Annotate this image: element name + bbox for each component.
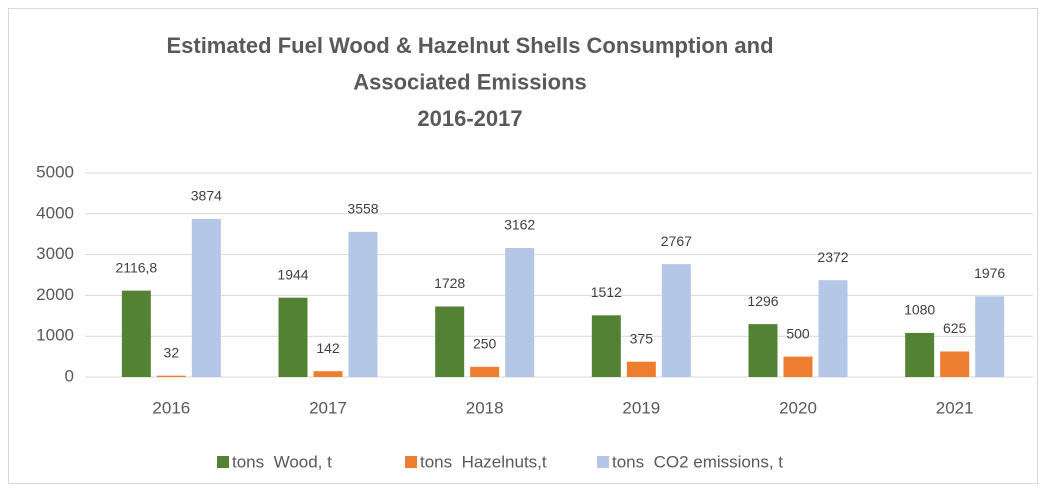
data-label: 2116,8	[115, 259, 157, 275]
bar	[626, 361, 656, 377]
data-label: 250	[473, 336, 497, 352]
x-tick-label: 2020	[779, 398, 817, 417]
data-label: 3874	[191, 188, 222, 204]
data-label: 1944	[277, 266, 308, 282]
chart-title: Estimated Fuel Wood & Hazelnut Shells Co…	[166, 33, 773, 58]
data-label: 1080	[904, 302, 935, 318]
bar	[505, 247, 535, 377]
y-tick-label: 1000	[36, 326, 74, 345]
bar	[435, 306, 465, 377]
y-tick-label: 3000	[36, 244, 74, 263]
data-label: 1728	[434, 275, 465, 291]
bar	[191, 218, 221, 377]
x-tick-label: 2017	[309, 398, 347, 417]
y-tick-label: 2000	[36, 285, 74, 304]
data-label: 3558	[347, 201, 378, 217]
bar	[278, 297, 308, 377]
data-label: 2767	[661, 233, 692, 249]
legend-label: tons Wood, t	[232, 452, 332, 471]
data-label: 1512	[591, 284, 622, 300]
data-label: 500	[786, 325, 810, 341]
bar	[313, 371, 343, 377]
x-tick-label: 2019	[622, 398, 660, 417]
bar	[348, 231, 378, 377]
y-tick-label: 5000	[36, 162, 74, 181]
legend-swatch	[597, 456, 609, 468]
data-label: 2372	[817, 249, 848, 265]
y-tick-label: 0	[65, 366, 74, 385]
x-tick-label: 2016	[152, 398, 190, 417]
bar	[748, 324, 778, 377]
bar	[818, 280, 848, 377]
bar	[156, 375, 186, 377]
data-label: 1976	[974, 265, 1005, 281]
bar	[905, 332, 935, 377]
chart-border	[8, 8, 1038, 484]
y-tick-label: 4000	[36, 203, 74, 222]
chart-title: Associated Emissions	[353, 69, 587, 94]
data-label: 3162	[504, 217, 535, 233]
legend-label: tons CO2 emissions, t	[612, 452, 783, 471]
bar	[940, 351, 970, 377]
legend-swatch	[217, 456, 229, 468]
bar	[470, 366, 500, 377]
chart-title: 2016-2017	[417, 106, 522, 131]
legend-swatch	[405, 456, 417, 468]
bar	[661, 264, 691, 377]
x-tick-label: 2021	[936, 398, 974, 417]
bar	[591, 315, 621, 377]
legend-label: tons Hazelnuts,t	[420, 452, 547, 471]
data-label: 375	[630, 330, 654, 346]
bar	[783, 356, 813, 377]
data-label: 1296	[747, 293, 778, 309]
data-label: 625	[943, 320, 967, 336]
data-label: 32	[164, 344, 180, 360]
data-label: 142	[316, 340, 340, 356]
bar	[975, 296, 1005, 377]
bar	[121, 290, 151, 377]
x-tick-label: 2018	[466, 398, 504, 417]
